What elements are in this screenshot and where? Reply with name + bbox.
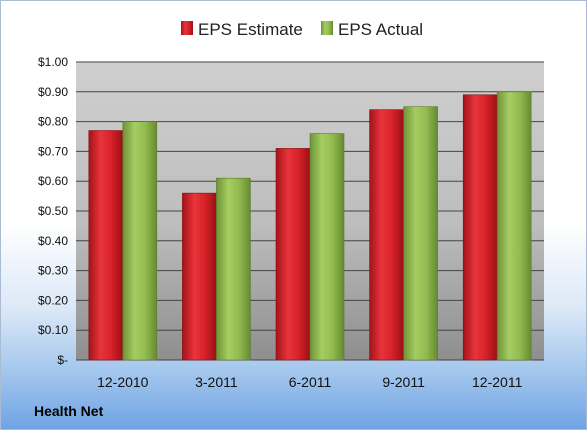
legend-label-actual: EPS Actual	[338, 20, 423, 39]
bar-actual	[496, 91, 532, 361]
y-tick-label: $0.20	[38, 293, 68, 307]
legend: EPS Estimate EPS Actual	[181, 20, 423, 39]
x-tick-label: 12-2010	[97, 374, 149, 390]
bar-estimate	[275, 148, 311, 361]
bar-actual	[216, 177, 251, 361]
y-tick-label: $-	[57, 353, 68, 367]
y-tick-label: $0.40	[38, 234, 68, 248]
y-tick-label: $0.80	[38, 115, 68, 129]
legend-swatch-estimate	[181, 21, 193, 35]
y-tick-label: $0.90	[38, 85, 68, 99]
y-tick-label: $0.50	[38, 204, 68, 218]
bars	[88, 91, 532, 361]
bar-actual	[309, 133, 345, 361]
bar-actual	[403, 106, 438, 361]
x-tick-label: 3-2011	[195, 374, 238, 390]
legend-label-estimate: EPS Estimate	[198, 20, 303, 39]
y-axis-ticks: $- $0.10 $0.20 $0.30 $0.40 $0.50 $0.60 $0.70 $0.…	[38, 55, 68, 367]
y-tick-label: $0.10	[38, 323, 68, 337]
x-tick-label: 9-2011	[382, 374, 425, 390]
bar-estimate	[369, 109, 404, 361]
x-tick-label: 12-2011	[472, 374, 523, 390]
legend-swatch-actual	[321, 21, 333, 35]
x-axis-ticks: 12-2010 3-2011 6-2011 9-2011 12-2011	[97, 374, 522, 390]
company-name: Health Net	[34, 403, 104, 419]
bar-estimate	[88, 130, 124, 361]
y-tick-label: $0.70	[38, 144, 68, 158]
bar-estimate	[182, 192, 217, 361]
y-tick-label: $0.30	[38, 264, 68, 278]
y-tick-label: $1.00	[38, 55, 68, 69]
x-tick-label: 6-2011	[289, 374, 332, 390]
bar-actual	[122, 121, 158, 361]
bar-estimate	[462, 94, 498, 361]
y-tick-label: $0.60	[38, 174, 68, 188]
